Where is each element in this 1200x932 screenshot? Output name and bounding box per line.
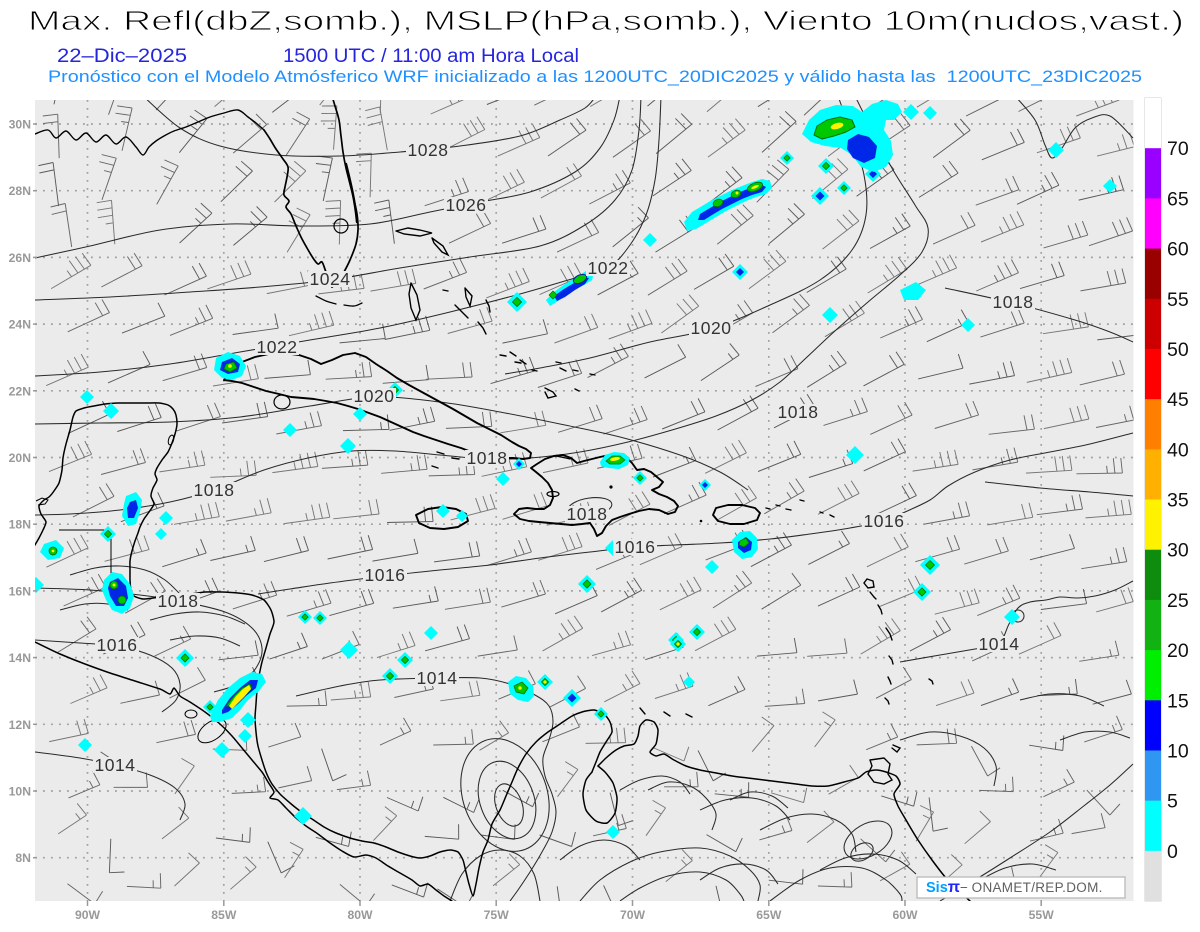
svg-text:30N: 30N — [9, 118, 31, 132]
svg-text:18N: 18N — [9, 518, 31, 532]
svg-text:55: 55 — [1167, 289, 1189, 311]
svg-text:1016: 1016 — [615, 537, 656, 557]
svg-text:1018: 1018 — [194, 480, 235, 500]
svg-text:60W: 60W — [892, 908, 918, 922]
svg-text:1020: 1020 — [691, 318, 732, 338]
svg-text:35: 35 — [1167, 490, 1189, 512]
svg-text:70: 70 — [1167, 138, 1189, 160]
svg-text:8N: 8N — [15, 851, 31, 865]
svg-text:Pronóstico con el Modelo Atmós: Pronóstico con el Modelo Atmósferico WRF… — [48, 68, 1142, 86]
svg-text:1026: 1026 — [446, 195, 487, 215]
svg-text:1018: 1018 — [158, 591, 199, 611]
svg-text:22N: 22N — [9, 384, 31, 398]
svg-text:75W: 75W — [484, 908, 510, 922]
svg-text:1016: 1016 — [97, 635, 138, 655]
svg-text:28N: 28N — [9, 184, 31, 198]
svg-text:Sisπ− ONAMET/REP.DOM.: Sisπ− ONAMET/REP.DOM. — [926, 879, 1103, 896]
svg-text:1024: 1024 — [310, 269, 351, 289]
svg-text:1014: 1014 — [979, 634, 1020, 654]
svg-text:20: 20 — [1167, 640, 1189, 662]
svg-text:1018: 1018 — [567, 504, 608, 524]
svg-text:5: 5 — [1167, 791, 1178, 813]
svg-text:Max. Refl(dbZ,somb.), MSLP(hPa: Max. Refl(dbZ,somb.), MSLP(hPa,somb.), V… — [28, 5, 1184, 36]
svg-text:0: 0 — [1167, 841, 1178, 863]
svg-text:16N: 16N — [9, 584, 31, 598]
svg-text:40: 40 — [1167, 439, 1189, 461]
svg-text:1016: 1016 — [365, 565, 406, 585]
svg-text:55W: 55W — [1029, 908, 1055, 922]
svg-text:65: 65 — [1167, 188, 1189, 210]
svg-text:1028: 1028 — [408, 140, 449, 160]
svg-text:25: 25 — [1167, 590, 1189, 612]
svg-text:1016: 1016 — [864, 511, 905, 531]
svg-text:1020: 1020 — [354, 386, 395, 406]
svg-text:12N: 12N — [9, 718, 31, 732]
svg-text:1018: 1018 — [467, 448, 508, 468]
svg-text:24N: 24N — [9, 318, 31, 332]
svg-text:1022: 1022 — [588, 258, 629, 278]
svg-text:45: 45 — [1167, 389, 1189, 411]
svg-text:10N: 10N — [9, 785, 31, 799]
svg-text:65W: 65W — [756, 908, 782, 922]
svg-text:15: 15 — [1167, 690, 1189, 712]
svg-text:1500 UTC / 11:00 am Hora Local: 1500 UTC / 11:00 am Hora Local — [283, 46, 579, 67]
svg-text:80W: 80W — [347, 908, 373, 922]
svg-text:1014: 1014 — [417, 668, 458, 688]
svg-text:22–Dic–2025: 22–Dic–2025 — [57, 46, 187, 67]
svg-text:1018: 1018 — [778, 402, 819, 422]
svg-text:1022: 1022 — [257, 337, 298, 357]
svg-text:70W: 70W — [620, 908, 646, 922]
svg-text:90W: 90W — [75, 908, 101, 922]
svg-text:1018: 1018 — [993, 292, 1034, 312]
svg-text:30: 30 — [1167, 540, 1189, 562]
svg-text:20N: 20N — [9, 451, 31, 465]
svg-text:14N: 14N — [9, 651, 31, 665]
svg-text:85W: 85W — [211, 908, 237, 922]
svg-text:10: 10 — [1167, 741, 1189, 763]
svg-text:26N: 26N — [9, 251, 31, 265]
svg-text:60: 60 — [1167, 239, 1189, 261]
svg-text:1014: 1014 — [95, 755, 136, 775]
svg-text:50: 50 — [1167, 339, 1189, 361]
